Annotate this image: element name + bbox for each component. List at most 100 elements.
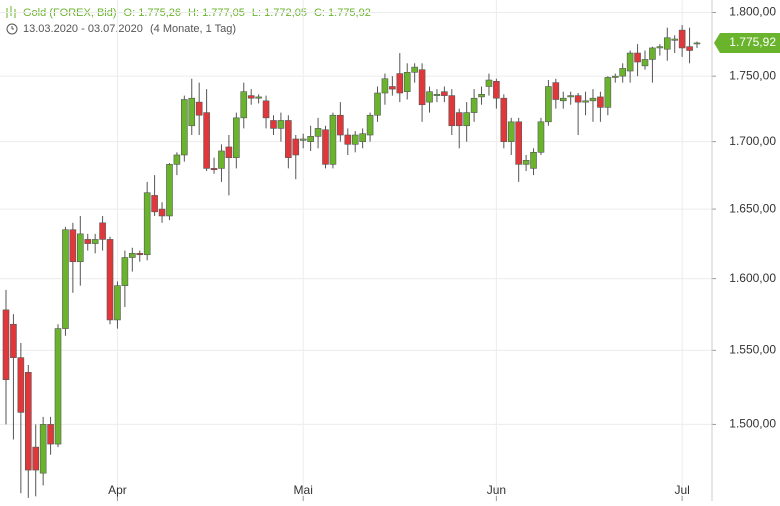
- candle-body: [359, 133, 366, 142]
- y-tick-label: 1.600,00: [729, 271, 776, 285]
- candle-body: [225, 146, 233, 158]
- candle-body: [485, 79, 493, 87]
- candle-body: [470, 97, 478, 113]
- candle-body: [374, 92, 381, 116]
- candle-body: [559, 97, 567, 102]
- y-tick-label: 1.500,00: [729, 417, 776, 431]
- candle-body: [381, 78, 389, 94]
- candle-body: [656, 46, 664, 49]
- candle-body: [626, 52, 634, 72]
- candle-body: [210, 168, 218, 171]
- candle-body: [433, 94, 441, 96]
- candle-body: [493, 81, 500, 99]
- candle-body: [537, 121, 545, 153]
- candle-body: [129, 253, 136, 258]
- candle-body: [32, 446, 40, 471]
- chart-icon: [6, 6, 16, 18]
- candle-body: [188, 97, 196, 127]
- candle-body: [426, 91, 433, 103]
- period: (4 Monate, 1 Tag): [150, 23, 236, 35]
- candle-body: [106, 239, 114, 321]
- candle-body: [84, 239, 92, 244]
- candle-body: [582, 100, 589, 103]
- candle-body: [396, 73, 404, 94]
- y-tick-label: 1.700,00: [729, 134, 776, 148]
- candle-body: [173, 154, 181, 165]
- candle-body: [351, 134, 359, 145]
- candle-body: [121, 257, 129, 286]
- candle-body: [10, 323, 17, 358]
- candle-body: [441, 91, 448, 96]
- candle-body: [344, 134, 352, 145]
- x-tick-label: Jun: [487, 483, 506, 497]
- candle-body: [99, 222, 106, 240]
- candle-body: [663, 37, 671, 50]
- candle-body: [455, 112, 463, 127]
- candle-body: [47, 424, 54, 445]
- candle-body: [151, 195, 158, 213]
- candle-body: [77, 233, 84, 263]
- candle-body: [463, 112, 470, 127]
- candle-body: [54, 328, 62, 445]
- candle-body: [515, 121, 522, 165]
- candle-body: [17, 357, 25, 413]
- candle-body: [292, 138, 300, 156]
- candle-body: [203, 112, 210, 169]
- candle-body: [218, 150, 225, 169]
- candle-body: [62, 229, 69, 329]
- candle-body: [69, 229, 77, 263]
- candle-body: [545, 86, 552, 123]
- candle-body: [114, 285, 121, 321]
- candle-body: [158, 208, 166, 217]
- candle-body: [366, 114, 374, 136]
- candle-body: [240, 91, 248, 119]
- candle-body: [678, 29, 686, 49]
- x-tick-label: Apr: [108, 483, 127, 497]
- candle-body: [567, 95, 574, 98]
- candle-body: [589, 97, 597, 102]
- candle-body: [641, 59, 649, 67]
- candle-body: [329, 114, 337, 165]
- candle-body: [418, 69, 426, 106]
- candle-body: [337, 114, 344, 136]
- candle-body: [285, 120, 292, 158]
- candle-body: [247, 95, 255, 99]
- x-tick-label: Mai: [294, 483, 313, 497]
- candle-body: [574, 95, 582, 103]
- candle-body: [39, 424, 47, 474]
- date-range: 13.03.2020 - 03.07.2020: [23, 23, 143, 35]
- candle-body: [277, 120, 285, 129]
- candle-body: [552, 82, 560, 100]
- candle-body: [233, 117, 240, 158]
- candle-body: [389, 86, 396, 90]
- candle-body: [686, 46, 693, 51]
- candle-body: [166, 164, 173, 217]
- candle-body: [478, 94, 485, 98]
- candle-body: [507, 121, 515, 142]
- candle-body: [181, 99, 188, 156]
- candle-body: [619, 68, 626, 77]
- y-tick-label: 1.750,00: [729, 68, 776, 82]
- candle-body: [693, 42, 701, 45]
- candle-body: [649, 47, 656, 60]
- candle-body: [634, 52, 641, 63]
- candle-body: [24, 372, 32, 471]
- candle-body: [255, 96, 262, 99]
- last-price-box: [714, 32, 780, 53]
- x-tick-label: Jul: [674, 483, 689, 497]
- y-tick-label: 1.800,00: [729, 5, 776, 19]
- candle-body: [522, 160, 530, 165]
- candle-body: [299, 138, 307, 141]
- candle-body: [262, 100, 270, 119]
- candle-body: [195, 101, 203, 116]
- candle-body: [136, 253, 144, 256]
- grid: [0, 0, 712, 501]
- candle-body: [143, 192, 151, 256]
- candle-body: [307, 136, 314, 142]
- candle-body: [270, 120, 277, 129]
- clock-icon: [6, 23, 18, 35]
- y-tick-label: 1.550,00: [729, 343, 776, 357]
- candle-body: [500, 97, 508, 142]
